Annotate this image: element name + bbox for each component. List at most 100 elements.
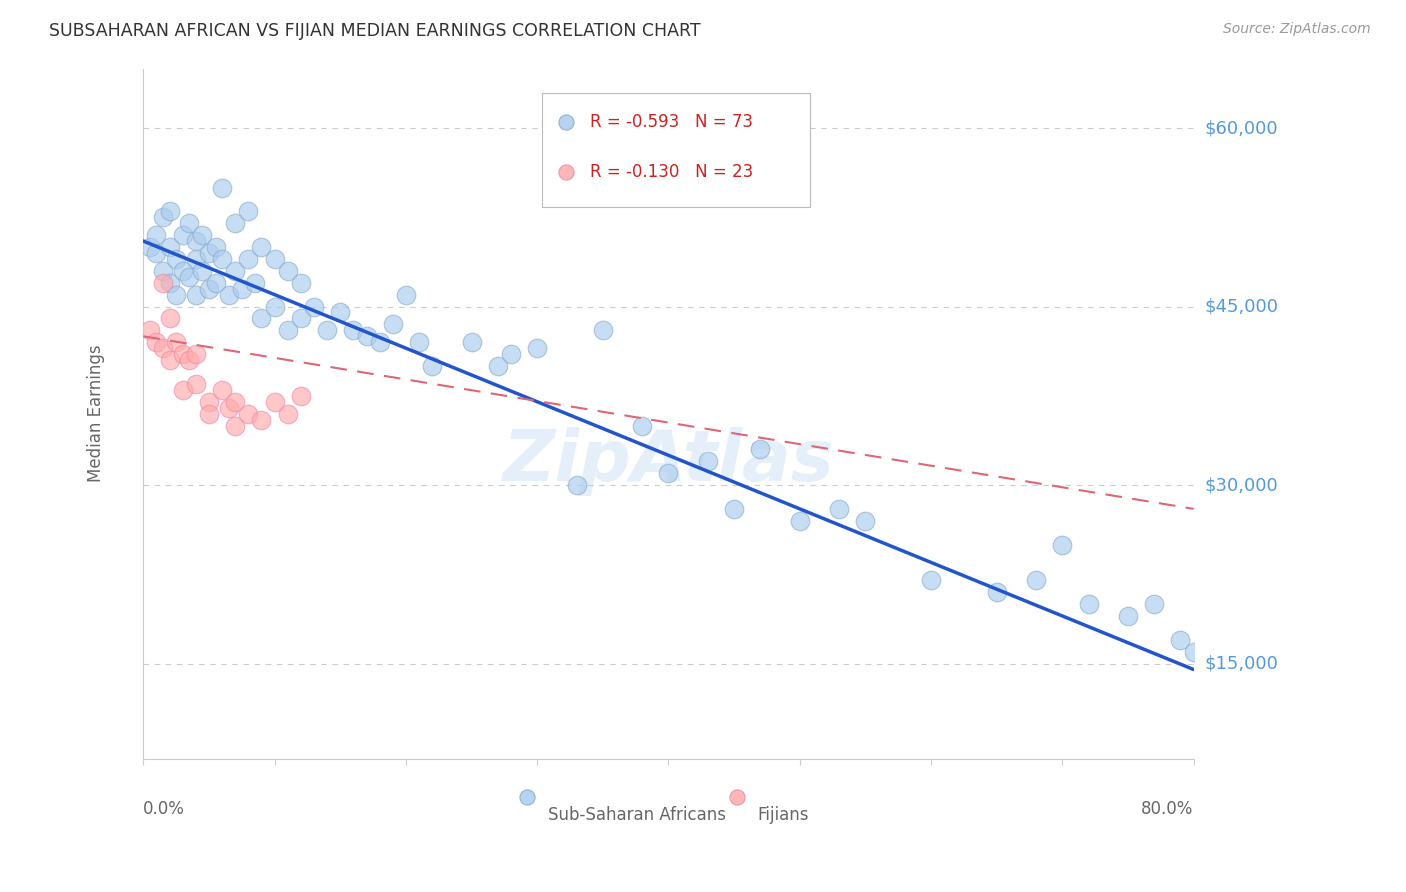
Point [290,311,312,326]
Point [277,264,299,278]
Text: $30,000: $30,000 [1204,476,1278,494]
Point [408,335,430,350]
Point [152,276,174,290]
Point [179,269,201,284]
Point [211,383,233,397]
Point [184,376,207,391]
Point [499,347,522,361]
Text: R = -0.130   N = 23: R = -0.130 N = 23 [589,163,754,181]
Point [659,835,682,849]
Point [159,276,181,290]
Point [250,412,273,426]
Point [659,835,682,849]
Point [211,180,233,194]
Point [460,335,482,350]
Text: Source: ZipAtlas.com: Source: ZipAtlas.com [1223,22,1371,37]
Point [184,252,207,266]
Point [191,264,214,278]
Point [749,442,772,457]
Text: Sub-Saharan Africans: Sub-Saharan Africans [548,805,725,823]
Text: 80.0%: 80.0% [1142,800,1194,818]
Point [1143,597,1166,611]
Point [139,240,162,254]
Point [828,501,851,516]
Point [198,282,221,296]
Point [302,300,325,314]
Point [204,240,226,254]
Point [612,835,634,849]
Point [224,264,246,278]
Point [316,323,339,337]
Point [329,305,352,319]
Point [368,335,391,350]
Point [789,514,811,528]
Point [290,276,312,290]
Point [139,323,162,337]
Point [198,407,221,421]
Text: $60,000: $60,000 [1204,119,1278,137]
Text: ZipAtlas: ZipAtlas [502,427,834,497]
Point [165,252,187,266]
FancyBboxPatch shape [543,93,810,207]
Point [159,353,181,368]
Point [875,835,897,849]
Point [238,204,260,219]
Point [218,287,240,301]
Point [395,287,418,301]
Point [381,318,404,332]
Point [172,383,194,397]
Point [243,276,266,290]
Point [238,407,260,421]
Point [1025,574,1047,588]
Point [526,341,548,355]
Point [218,401,240,415]
Point [263,252,285,266]
Point [1116,609,1139,624]
Point [920,574,942,588]
Point [224,216,246,230]
Point [263,300,285,314]
Point [855,514,877,528]
Point [204,276,226,290]
Point [165,335,187,350]
Point [238,252,260,266]
Point [152,264,174,278]
Point [696,454,718,468]
Point [1052,537,1074,551]
Point [145,335,167,350]
Text: $15,000: $15,000 [1204,655,1278,673]
Point [486,359,509,373]
Point [159,311,181,326]
Point [152,341,174,355]
Point [723,501,745,516]
Point [198,394,221,409]
Text: Fijians: Fijians [758,805,810,823]
Text: $45,000: $45,000 [1204,298,1278,316]
Point [250,240,273,254]
Point [420,359,443,373]
Point [145,246,167,260]
Point [159,204,181,219]
Text: 0.0%: 0.0% [143,800,186,818]
Point [145,228,167,243]
Point [224,418,246,433]
Point [211,252,233,266]
Point [657,466,679,480]
Point [631,418,654,433]
Point [184,287,207,301]
Point [277,323,299,337]
Text: Median Earnings: Median Earnings [87,345,105,483]
Point [250,311,273,326]
Point [152,211,174,225]
Point [165,287,187,301]
Point [277,407,299,421]
Text: SUBSAHARAN AFRICAN VS FIJIAN MEDIAN EARNINGS CORRELATION CHART: SUBSAHARAN AFRICAN VS FIJIAN MEDIAN EARN… [49,22,700,40]
Point [231,282,253,296]
Point [179,353,201,368]
Point [179,216,201,230]
Point [356,329,378,343]
Point [191,228,214,243]
Point [184,234,207,248]
Text: R = -0.593   N = 73: R = -0.593 N = 73 [589,112,752,130]
Point [1170,632,1192,647]
